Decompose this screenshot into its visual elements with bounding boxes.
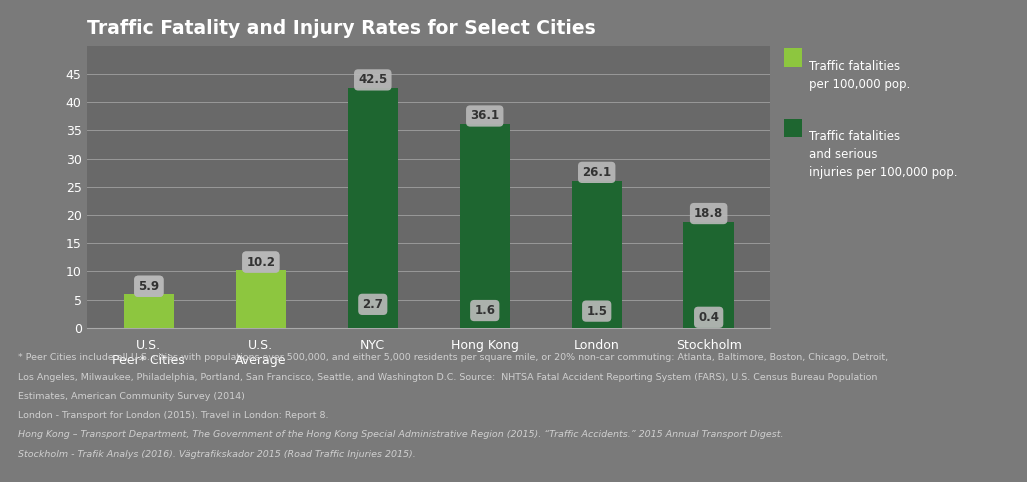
Text: 36.1: 36.1 xyxy=(470,109,499,122)
Bar xyxy=(123,295,174,328)
Text: * Peer Cities include all U.S. cities with populations over 500,000, and either : * Peer Cities include all U.S. cities wi… xyxy=(18,353,888,362)
Text: 26.1: 26.1 xyxy=(582,166,611,179)
Text: Hong Kong – Transport Department, The Government of the Hong Kong Special Admini: Hong Kong – Transport Department, The Go… xyxy=(18,430,784,440)
Bar xyxy=(347,312,398,328)
Text: 18.8: 18.8 xyxy=(694,207,723,220)
Text: Traffic Fatality and Injury Rates for Select Cities: Traffic Fatality and Injury Rates for Se… xyxy=(87,19,596,38)
Text: London - Transport for London (2015). Travel in London: Report 8.: London - Transport for London (2015). Tr… xyxy=(18,411,329,420)
Bar xyxy=(235,270,287,328)
Bar xyxy=(347,88,398,328)
Bar xyxy=(684,222,734,328)
Text: 1.6: 1.6 xyxy=(474,304,495,317)
Text: Stockholm - Trafik Analys (2016). Vägtrafikskador 2015 (Road Traffic Injuries 20: Stockholm - Trafik Analys (2016). Vägtra… xyxy=(18,450,416,459)
Bar xyxy=(684,325,734,328)
Bar xyxy=(459,319,510,328)
Text: 5.9: 5.9 xyxy=(139,280,159,293)
Text: 0.4: 0.4 xyxy=(698,311,719,324)
Text: Traffic fatalities
per 100,000 pop.: Traffic fatalities per 100,000 pop. xyxy=(809,60,911,91)
Text: Traffic fatalities
and serious
injuries per 100,000 pop.: Traffic fatalities and serious injuries … xyxy=(809,130,958,179)
Bar xyxy=(123,295,174,328)
Text: Los Angeles, Milwaukee, Philadelphia, Portland, San Francisco, Seattle, and Wash: Los Angeles, Milwaukee, Philadelphia, Po… xyxy=(18,373,878,382)
Bar xyxy=(235,270,287,328)
Text: 10.2: 10.2 xyxy=(246,255,275,268)
Bar xyxy=(571,181,622,328)
Bar xyxy=(459,124,510,328)
Text: Estimates, American Community Survey (2014): Estimates, American Community Survey (20… xyxy=(18,392,245,401)
Text: 2.7: 2.7 xyxy=(363,298,383,311)
Text: 42.5: 42.5 xyxy=(358,73,387,86)
Bar xyxy=(571,319,622,328)
Text: 10.2: 10.2 xyxy=(246,255,275,268)
Text: 1.5: 1.5 xyxy=(586,305,607,318)
Text: 5.9: 5.9 xyxy=(139,280,159,293)
